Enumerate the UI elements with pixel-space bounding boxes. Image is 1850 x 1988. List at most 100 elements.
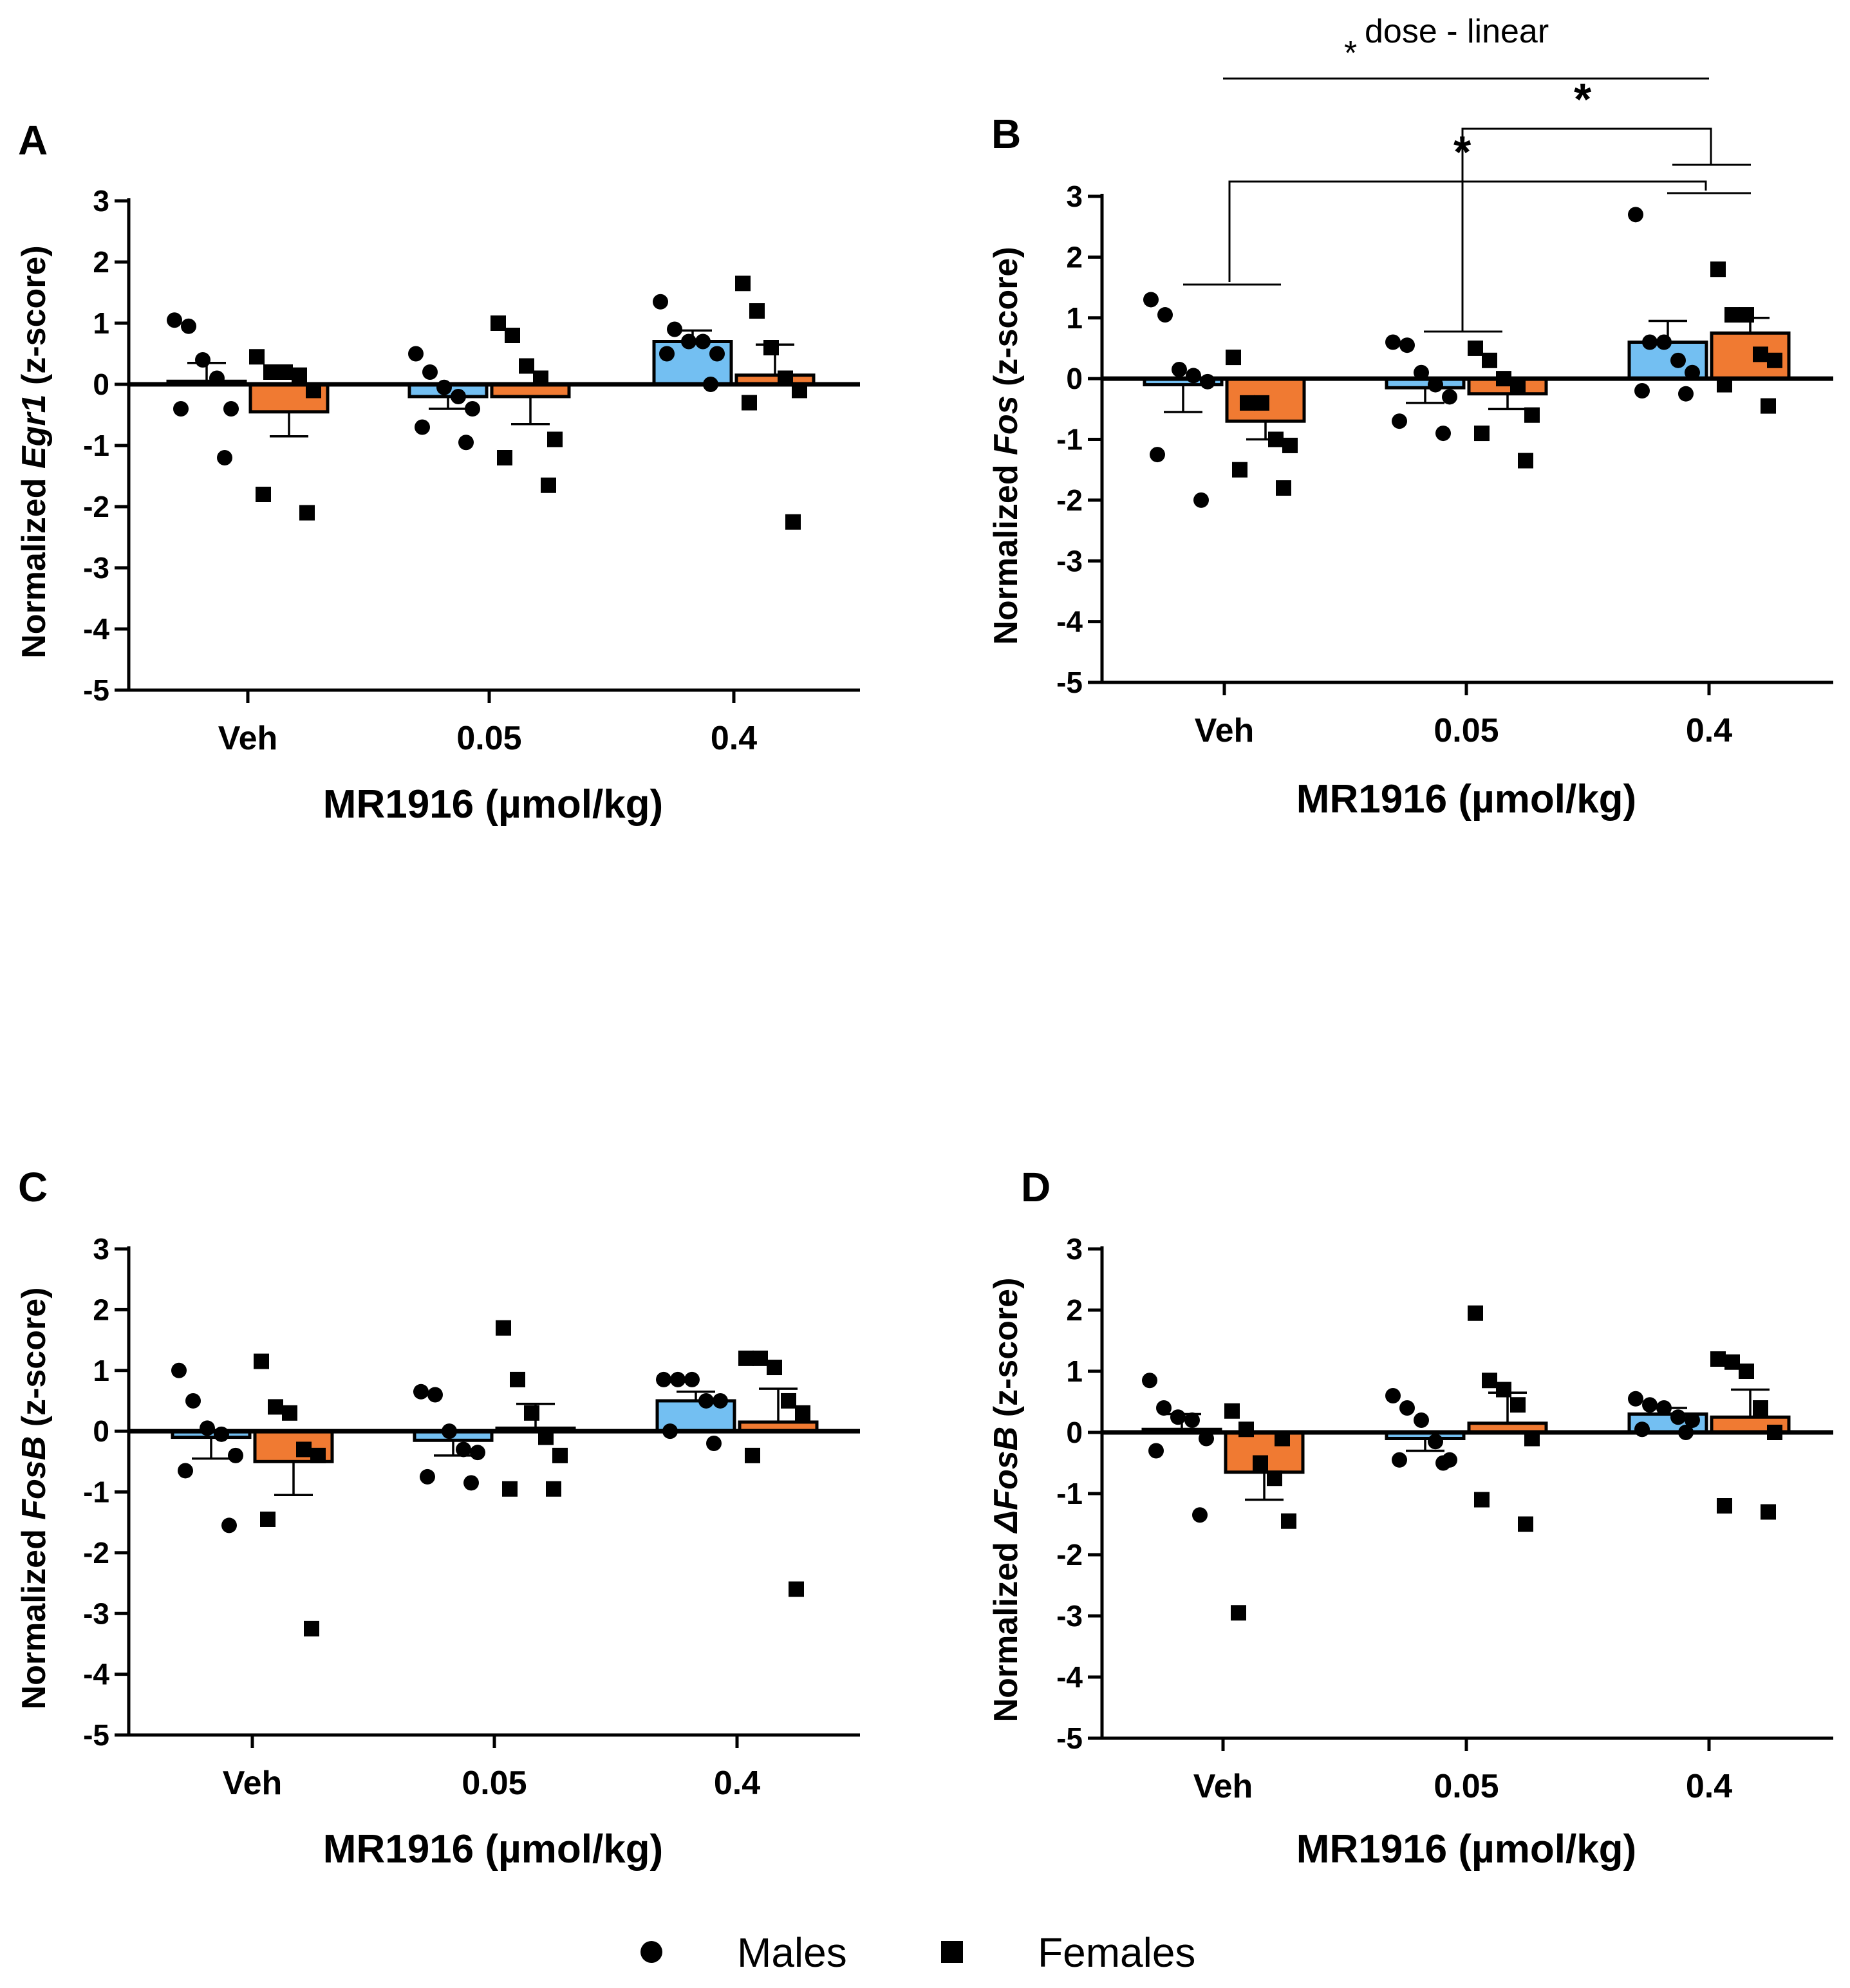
data-point-male xyxy=(458,435,474,451)
data-point-male xyxy=(173,401,189,417)
data-point-female xyxy=(1724,307,1740,323)
data-point-female xyxy=(249,349,265,365)
data-point-male xyxy=(1142,1373,1157,1389)
y-tick-label: 3 xyxy=(93,184,109,218)
data-point-female xyxy=(745,1447,760,1463)
y-tick-label: -5 xyxy=(1056,666,1083,699)
y-tick-label: -1 xyxy=(83,1476,109,1509)
y-tick-label: -3 xyxy=(1056,1599,1083,1633)
x-tick-label: 0.4 xyxy=(1686,1768,1732,1805)
data-point-female xyxy=(299,505,315,521)
data-point-male xyxy=(1435,1455,1451,1471)
veh-vs-high-bracket xyxy=(1228,180,1707,282)
data-point-female xyxy=(496,1320,511,1336)
data-point-male xyxy=(713,1393,728,1409)
data-point-female xyxy=(1276,480,1291,496)
data-point-female xyxy=(1518,1516,1533,1532)
data-point-female xyxy=(1518,453,1533,469)
data-point-female xyxy=(502,1481,518,1497)
data-point-female xyxy=(282,1405,297,1421)
data-point-female xyxy=(1240,395,1255,411)
data-point-male xyxy=(217,450,232,465)
data-point-male xyxy=(698,1393,714,1409)
y-tick-label: 2 xyxy=(93,245,109,279)
data-point-female xyxy=(1267,1470,1282,1486)
x-tick-label: 0.05 xyxy=(1434,1768,1499,1805)
dose-linear-label: dose - linear xyxy=(1365,13,1549,50)
data-point-female xyxy=(1474,1492,1490,1508)
data-point-female xyxy=(546,1481,561,1497)
x-tick-label: Veh xyxy=(1195,712,1255,749)
y-axis-title: Normalized Fos (z-score) xyxy=(987,247,1025,644)
y-tick-label: 1 xyxy=(1066,301,1083,335)
y-tick-label: -1 xyxy=(1056,423,1083,456)
data-point-female xyxy=(781,1393,796,1409)
data-point-male xyxy=(1442,389,1457,405)
data-point-male xyxy=(413,1383,429,1400)
x-axis-title: MR1916 (µmol/kg) xyxy=(1296,1827,1636,1871)
veh-vs-high-star: * xyxy=(1453,127,1472,177)
data-point-male xyxy=(670,1371,686,1387)
y-tick-label: -4 xyxy=(83,1658,109,1691)
data-point-male xyxy=(185,1393,201,1409)
data-point-male xyxy=(1385,334,1401,350)
x-tick-label: 0.4 xyxy=(711,720,757,757)
y-axis-title: Normalized FosB (z-score) xyxy=(15,1288,53,1710)
data-point-female xyxy=(1496,1382,1511,1398)
mid-vs-high-star: * xyxy=(1574,74,1592,124)
y-tick-label: -5 xyxy=(1056,1721,1083,1755)
y-tick-label: -5 xyxy=(83,1718,109,1752)
data-point-male xyxy=(228,1447,243,1463)
data-point-female xyxy=(749,303,765,319)
data-point-male xyxy=(1399,337,1415,353)
y-tick-label: -3 xyxy=(83,551,109,585)
y-title-prefix: Normalized xyxy=(987,1533,1025,1723)
data-point-female xyxy=(524,1405,539,1421)
data-point-female xyxy=(1724,1354,1740,1370)
data-point-female xyxy=(304,1620,319,1636)
y-title-gene: Fos xyxy=(987,395,1025,455)
data-point-female xyxy=(277,364,293,380)
data-point-female xyxy=(795,1405,810,1421)
data-point-female xyxy=(1753,346,1768,362)
data-point-male xyxy=(167,312,182,328)
data-point-male xyxy=(681,333,696,350)
data-point-male xyxy=(1670,352,1686,368)
data-point-male xyxy=(1628,207,1643,223)
data-point-female xyxy=(1761,1504,1776,1520)
data-point-male xyxy=(667,321,682,337)
data-point-male xyxy=(1193,492,1209,508)
data-point-female xyxy=(510,1371,525,1387)
data-point-female xyxy=(1254,395,1269,411)
data-point-female xyxy=(547,431,563,447)
y-title-suffix: (z-score) xyxy=(987,1278,1025,1427)
x-tick-label: Veh xyxy=(223,1765,283,1802)
data-point-male xyxy=(1143,292,1159,308)
data-point-male xyxy=(1628,1391,1643,1407)
data-point-male xyxy=(1399,1400,1415,1416)
data-point-female xyxy=(1474,426,1490,442)
y-tick-label: 1 xyxy=(93,306,109,340)
y-tick-label: 0 xyxy=(1066,362,1083,395)
data-point-female xyxy=(519,358,534,374)
data-point-female xyxy=(1238,1421,1254,1438)
data-point-male xyxy=(1435,426,1451,442)
y-tick-label: 3 xyxy=(1066,1232,1083,1266)
data-point-male xyxy=(1656,1400,1672,1416)
data-point-female xyxy=(292,367,307,383)
y-tick-label: -5 xyxy=(83,673,109,707)
y-tick-label: -4 xyxy=(1056,1660,1083,1694)
data-point-male xyxy=(1685,1412,1700,1428)
data-point-female xyxy=(1753,1400,1768,1416)
y-axis-title: Normalized Egr1 (z-score) xyxy=(15,245,53,659)
panel-label-c: C xyxy=(18,1164,48,1210)
panel-label-b: B xyxy=(991,111,1021,157)
data-point-female xyxy=(785,514,801,530)
data-point-female xyxy=(260,1511,276,1527)
data-point-female xyxy=(1761,398,1776,414)
panel-d-deltafosb: 3 2 1 0 -1 -2 -3 -4 -5 Veh 0.05 0.4 MR1916 (µmol/kg)… xyxy=(987,1232,1833,1871)
data-point-male xyxy=(178,1463,193,1479)
data-point-male xyxy=(706,1436,722,1451)
data-point-female xyxy=(1226,350,1241,366)
